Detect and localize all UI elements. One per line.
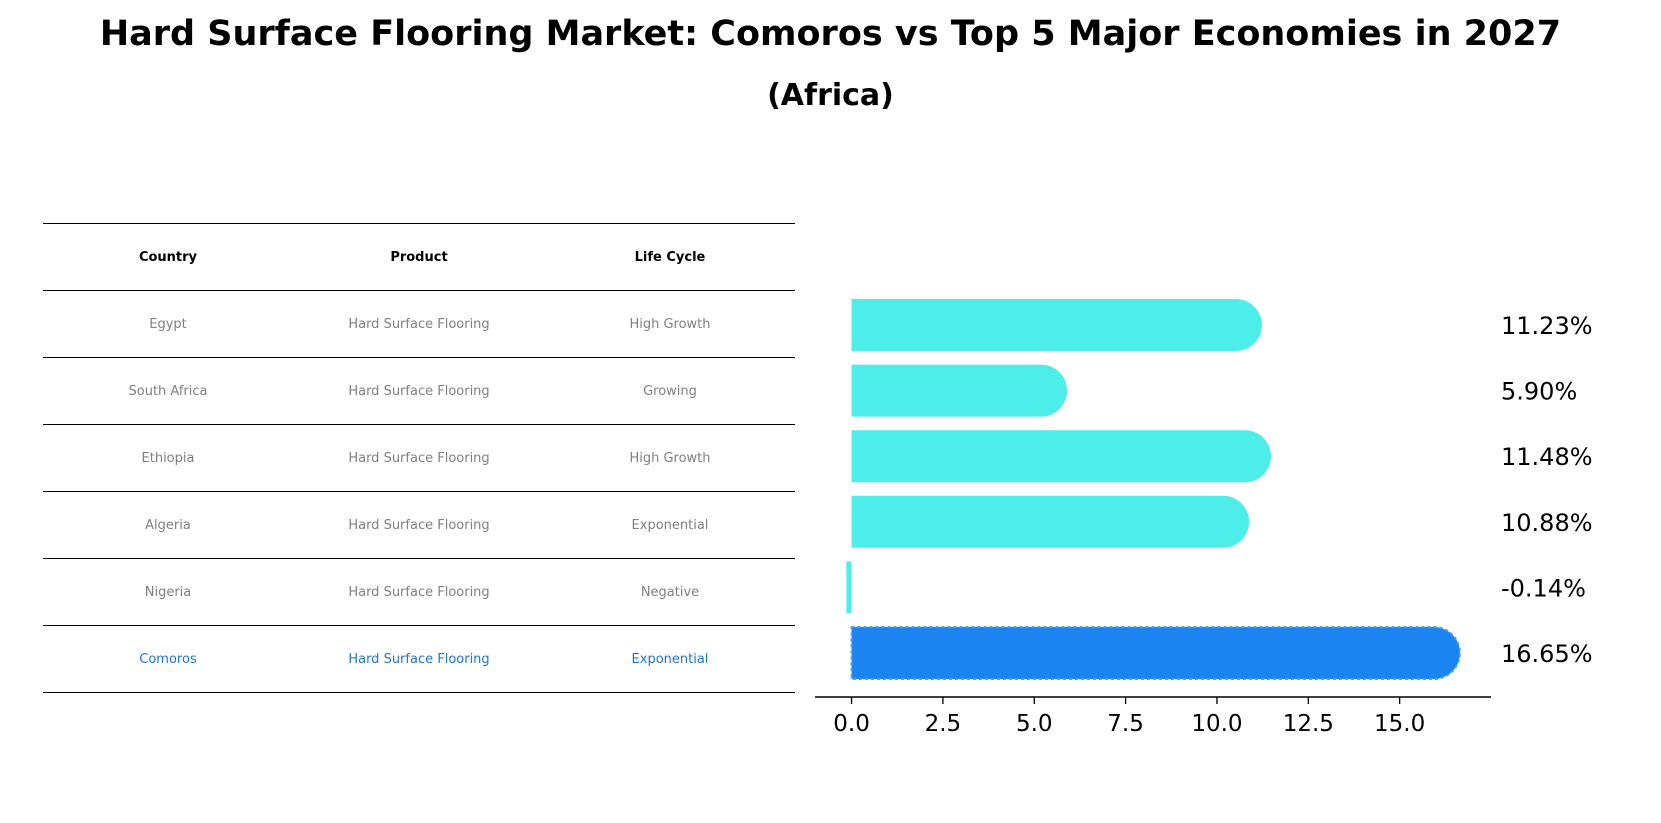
value-label-egypt: 11.23% xyxy=(1501,312,1593,340)
cell-life-cycle: Growing xyxy=(643,383,697,399)
x-tick-label: 0.0 xyxy=(833,711,870,737)
x-tick-label: 5.0 xyxy=(1016,711,1053,737)
cell-life-cycle: High Growth xyxy=(629,450,711,466)
cell-product: Hard Surface Flooring xyxy=(348,651,490,667)
bar-south-africa xyxy=(851,364,1068,417)
cell-product: Hard Surface Flooring xyxy=(348,517,490,533)
value-label-algeria: 10.88% xyxy=(1501,509,1593,537)
table-row-highlight: Comoros Hard Surface Flooring Exponentia… xyxy=(43,625,795,693)
bar-algeria xyxy=(851,495,1250,548)
table-row: Nigeria Hard Surface Flooring Negative xyxy=(43,558,795,625)
header-life-cycle: Life Cycle xyxy=(634,249,706,265)
table-row: Algeria Hard Surface Flooring Exponentia… xyxy=(43,491,795,558)
x-tick-label: 2.5 xyxy=(925,711,962,737)
cell-country: Egypt xyxy=(149,316,187,332)
bar-nigeria xyxy=(846,561,852,614)
cell-life-cycle: High Growth xyxy=(629,316,711,332)
x-tick-label: 10.0 xyxy=(1191,711,1242,737)
cell-life-cycle: Negative xyxy=(640,584,700,600)
cell-country: Comoros xyxy=(139,651,197,667)
value-label-nigeria: -0.14% xyxy=(1501,574,1586,602)
data-table: Country Product Life Cycle Egypt Hard Su… xyxy=(43,223,795,693)
bar-ethiopia xyxy=(851,430,1272,483)
cell-life-cycle: Exponential xyxy=(631,517,709,533)
cell-country: Ethiopia xyxy=(141,450,195,466)
value-label-comoros: 16.65% xyxy=(1501,640,1593,668)
bar-egypt xyxy=(851,299,1262,351)
header-product: Product xyxy=(390,249,448,265)
table-row: South Africa Hard Surface Flooring Growi… xyxy=(43,357,795,424)
x-tick-label: 7.5 xyxy=(1107,711,1144,737)
cell-product: Hard Surface Flooring xyxy=(348,383,490,399)
table-header-row: Country Product Life Cycle xyxy=(43,223,795,290)
cell-country: Nigeria xyxy=(144,584,192,600)
chart-subtitle: (Africa) xyxy=(767,78,894,113)
value-label-south-africa: 5.90% xyxy=(1501,378,1577,406)
cell-product: Hard Surface Flooring xyxy=(348,450,490,466)
bar-comoros xyxy=(850,626,1461,680)
cell-country: South Africa xyxy=(128,383,208,399)
cell-product: Hard Surface Flooring xyxy=(348,316,490,332)
x-tick-label: 12.5 xyxy=(1283,711,1334,737)
cell-life-cycle: Exponential xyxy=(631,651,709,667)
cell-country: Algeria xyxy=(145,517,191,533)
header-country: Country xyxy=(138,249,198,265)
value-label-ethiopia: 11.48% xyxy=(1501,443,1593,471)
cell-product: Hard Surface Flooring xyxy=(348,584,490,600)
table-row: Ethiopia Hard Surface Flooring High Grow… xyxy=(43,424,795,491)
chart-title: Hard Surface Flooring Market: Comoros vs… xyxy=(99,14,1562,54)
x-tick-label: 15.0 xyxy=(1374,711,1425,737)
table-row: Egypt Hard Surface Flooring High Growth xyxy=(43,290,795,357)
